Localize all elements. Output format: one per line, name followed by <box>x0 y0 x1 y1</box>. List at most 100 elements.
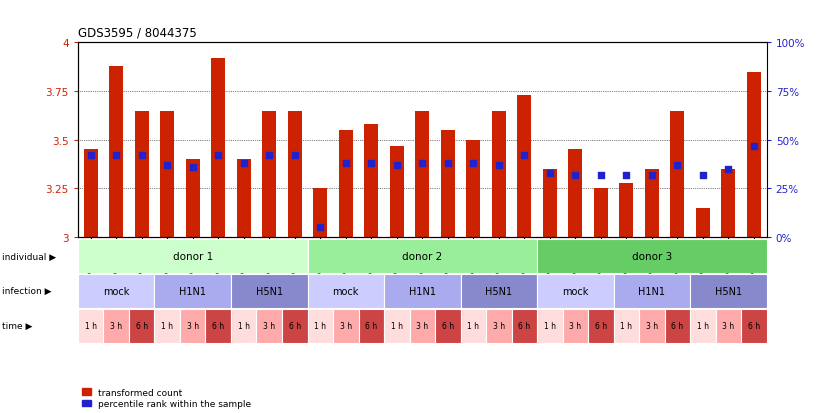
Point <box>110 153 123 159</box>
Text: 1 h: 1 h <box>161 321 173 330</box>
Text: H5N1: H5N1 <box>256 286 283 296</box>
Text: 6 h: 6 h <box>671 321 683 330</box>
Bar <box>206 309 231 343</box>
Text: 1 h: 1 h <box>314 321 326 330</box>
Point <box>186 164 199 171</box>
Bar <box>695 209 709 237</box>
Point <box>339 160 352 167</box>
Bar <box>287 112 301 237</box>
Bar <box>313 189 327 237</box>
Bar <box>517 96 531 237</box>
Text: 1 h: 1 h <box>84 321 97 330</box>
Text: 1 h: 1 h <box>238 321 250 330</box>
Bar <box>358 309 383 343</box>
Bar <box>262 112 276 237</box>
Point <box>237 160 250 167</box>
Point <box>84 153 97 159</box>
Text: 1 h: 1 h <box>391 321 402 330</box>
Bar <box>414 112 429 237</box>
Point <box>415 160 428 167</box>
Text: 3 h: 3 h <box>722 321 734 330</box>
Bar <box>364 125 378 237</box>
Bar <box>78 274 154 308</box>
Bar <box>460 274 536 308</box>
Bar <box>129 309 154 343</box>
Text: 6 h: 6 h <box>441 321 454 330</box>
Bar <box>383 274 460 308</box>
Bar <box>690 274 766 308</box>
Bar <box>389 146 403 237</box>
Bar <box>613 274 690 308</box>
Bar <box>664 309 690 343</box>
Bar <box>587 309 613 343</box>
Text: infection ▶: infection ▶ <box>2 287 51 296</box>
Text: 3 h: 3 h <box>568 321 581 330</box>
Bar <box>154 274 231 308</box>
Point <box>594 172 607 179</box>
Text: 3 h: 3 h <box>187 321 198 330</box>
Text: H1N1: H1N1 <box>179 286 206 296</box>
Text: 6 h: 6 h <box>747 321 759 330</box>
Bar <box>491 112 505 237</box>
Text: 1 h: 1 h <box>467 321 479 330</box>
Text: donor 1: donor 1 <box>172 252 213 261</box>
Point <box>466 160 479 167</box>
Text: 3 h: 3 h <box>645 321 657 330</box>
Bar <box>638 309 664 343</box>
Bar <box>593 189 607 237</box>
Point <box>491 162 505 169</box>
Bar <box>409 309 435 343</box>
Text: mock: mock <box>562 286 588 296</box>
Bar <box>466 140 480 237</box>
Point <box>390 162 403 169</box>
Bar <box>307 240 536 273</box>
Point <box>161 162 174 169</box>
Text: H1N1: H1N1 <box>638 286 664 296</box>
Point <box>314 225 327 231</box>
Bar <box>134 112 148 237</box>
Bar <box>109 66 123 237</box>
Point <box>695 172 708 179</box>
Text: 3 h: 3 h <box>492 321 505 330</box>
Bar <box>644 170 658 237</box>
Bar <box>383 309 409 343</box>
Bar <box>160 112 174 237</box>
Point <box>568 172 581 179</box>
Text: 1 h: 1 h <box>620 321 631 330</box>
Bar <box>613 309 638 343</box>
Bar <box>307 309 333 343</box>
Bar <box>185 160 200 237</box>
Point <box>517 153 530 159</box>
Bar <box>282 309 307 343</box>
Bar <box>179 309 206 343</box>
Bar <box>441 131 455 237</box>
Bar <box>333 309 358 343</box>
Bar <box>154 309 179 343</box>
Text: 6 h: 6 h <box>288 321 301 330</box>
Text: H5N1: H5N1 <box>485 286 512 296</box>
Text: GDS3595 / 8044375: GDS3595 / 8044375 <box>78 26 197 39</box>
Text: 6 h: 6 h <box>364 321 377 330</box>
Legend: transformed count, percentile rank within the sample: transformed count, percentile rank withi… <box>83 388 251 408</box>
Text: donor 2: donor 2 <box>401 252 442 261</box>
Text: 6 h: 6 h <box>135 321 147 330</box>
Text: mock: mock <box>333 286 359 296</box>
Text: 3 h: 3 h <box>339 321 351 330</box>
Point <box>364 160 378 167</box>
Point <box>441 160 454 167</box>
Point <box>262 153 275 159</box>
Bar <box>721 170 735 237</box>
Bar <box>78 240 307 273</box>
Point <box>670 162 683 169</box>
Bar <box>231 309 256 343</box>
Bar <box>618 183 632 237</box>
Bar <box>536 309 562 343</box>
Bar <box>237 160 251 237</box>
Point <box>721 166 734 173</box>
Bar <box>746 73 760 237</box>
Bar <box>84 150 97 237</box>
Text: 6 h: 6 h <box>212 321 224 330</box>
Bar <box>256 309 282 343</box>
Point <box>746 143 759 150</box>
Point <box>135 153 148 159</box>
